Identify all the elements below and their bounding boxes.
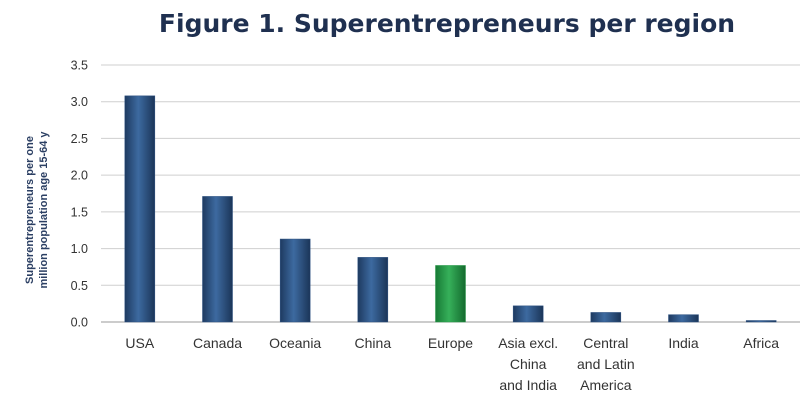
bars [124,95,777,323]
y-tick-label: 0.5 [71,279,88,293]
x-tick-label: Central and Latin America [577,335,635,393]
x-tick-label: Europe [428,335,473,351]
y-tick-label: 2.0 [71,169,88,183]
bar [590,312,622,323]
y-tick-label: 0.0 [71,316,88,330]
y-axis-label: Superentrepreneurs per one million popula… [24,131,50,289]
y-tick-label: 3.5 [71,59,88,73]
bar [357,257,389,323]
bar [202,196,233,323]
y-tick-label: 2.5 [71,132,88,146]
x-tick-label: Oceania [269,335,321,351]
bar [435,265,466,323]
y-tick-label: 1.0 [71,242,88,256]
bar [124,95,156,323]
y-tick-label: 3.0 [71,95,88,109]
bar [279,238,311,323]
x-tick-labels: USA Canada Oceania China Europe Asia excl. Chi… [125,335,779,393]
x-tick-label: Asia excl. China and India [498,335,558,393]
y-tick-labels: 0.0 0.5 1.0 1.5 2.0 2.5 3.0 3.5 [71,59,88,330]
x-tick-label: China [355,335,392,351]
chart-title: Figure 1. Superentrepreneurs per region [159,9,735,38]
y-tick-label: 1.5 [71,205,88,219]
bar [668,314,699,323]
x-tick-label: Canada [193,335,242,351]
x-tick-label: USA [125,335,154,351]
bar [512,305,544,323]
y-axis-title: Superentrepreneurs per one million popula… [24,131,50,289]
x-tick-label: India [668,335,699,351]
x-tick-label: Africa [743,335,779,351]
bar [745,320,777,323]
